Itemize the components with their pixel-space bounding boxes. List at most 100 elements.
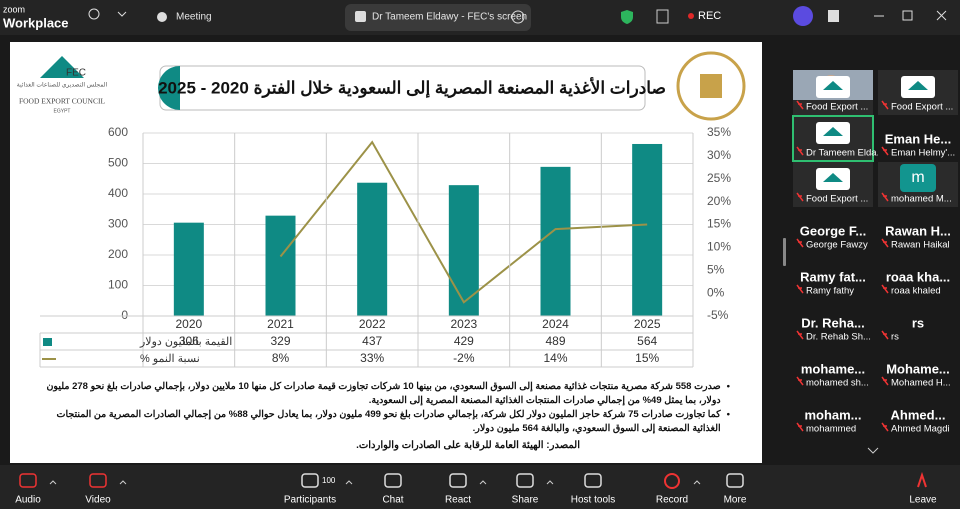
participant-tile[interactable]: [793, 300, 873, 345]
avatar: [900, 164, 936, 192]
table-value: 564: [637, 334, 657, 348]
chart-title: صادرات الأغذية المصنعة المصرية إلى السعو…: [158, 76, 666, 98]
bar: [448, 185, 479, 316]
tab-close[interactable]: [511, 10, 525, 24]
close[interactable]: [936, 10, 947, 21]
participant-name: Rawan H...: [885, 223, 951, 238]
participant-tile[interactable]: [793, 392, 873, 437]
participant-label: mohamed M...: [891, 194, 952, 205]
toolbar-caret[interactable]: [693, 480, 701, 485]
muted-mic: [796, 146, 804, 156]
muted-mic: [881, 284, 889, 294]
info-icon[interactable]: [88, 8, 100, 20]
y2-tick-label: 25%: [707, 171, 731, 185]
screen-tab[interactable]: [345, 4, 531, 31]
participant-tile[interactable]: [793, 254, 873, 299]
scrollbar[interactable]: [783, 238, 786, 266]
participant-tile[interactable]: [878, 208, 958, 253]
y2-tick-label: -5%: [707, 308, 729, 322]
muted-mic: [796, 284, 804, 294]
muted-mic: [796, 422, 804, 432]
legend-label: نسبة النمو %: [140, 353, 200, 365]
y-tick-label: 600: [108, 125, 128, 139]
table-value: 489: [545, 334, 565, 348]
participant-label: Food Export ...: [806, 194, 868, 205]
tab[interactable]: Dr Tameem Eldawy - FEC's screen: [372, 12, 527, 23]
layout-icon[interactable]: [828, 10, 839, 22]
x-tick-label: 2024: [542, 317, 569, 331]
y2-tick-label: 5%: [707, 262, 725, 276]
title-accent: [158, 66, 180, 110]
bar: [540, 166, 571, 316]
notes-icon[interactable]: [656, 9, 669, 24]
participant-name: George F...: [800, 223, 866, 238]
toolbar-label[interactable]: More: [724, 495, 747, 506]
participant-label: mohammed: [806, 424, 856, 435]
rec-label: REC: [698, 10, 721, 22]
toolbar-caret[interactable]: [49, 480, 57, 485]
toolbar-label[interactable]: Host tools: [571, 495, 615, 506]
toolbar-caret[interactable]: [119, 480, 127, 485]
maximize[interactable]: [902, 10, 913, 21]
participant-name: mohame...: [801, 361, 865, 376]
tab-icon: [355, 11, 366, 22]
y-tick-label: 100: [108, 278, 128, 292]
toolbar-caret[interactable]: [546, 480, 554, 485]
participant-label: Eman Helmy'...: [891, 148, 955, 159]
muted-mic: [796, 238, 804, 248]
leave-icon: [917, 471, 927, 488]
muted-mic: [796, 330, 804, 340]
participant-tile[interactable]: [878, 392, 958, 437]
logo-left: FEC المجلس التصديري للصناعات الغذائية FO…: [17, 56, 108, 114]
tab[interactable]: Meeting: [176, 12, 212, 23]
toolbar-label[interactable]: Share: [512, 495, 539, 506]
y2-tick-label: 20%: [707, 194, 731, 208]
toolbar-label[interactable]: Participants: [284, 495, 336, 506]
avatar-letter: m: [911, 169, 924, 186]
participant-tile[interactable]: [878, 254, 958, 299]
toolbar-label[interactable]: React: [445, 495, 471, 506]
meeting-icon: [157, 12, 167, 22]
participant-tile[interactable]: [878, 116, 958, 161]
chevron[interactable]: [117, 11, 127, 17]
y-tick-label: 500: [108, 156, 128, 170]
y-tick-label: 400: [108, 186, 128, 200]
y2-tick-label: 30%: [707, 148, 731, 162]
toolbar: [0, 465, 960, 509]
bar: [265, 215, 296, 316]
participant-label: Food Export ...: [806, 102, 868, 113]
line: [279, 140, 648, 304]
toolbar-caret[interactable]: [345, 480, 353, 485]
y2-tick-label: 35%: [707, 125, 731, 139]
table-value: 437: [362, 334, 382, 348]
scroll-down[interactable]: [867, 447, 879, 454]
toolbar-caret[interactable]: [479, 480, 487, 485]
participant-label: Mohamed H...: [891, 378, 951, 389]
brand-top: zoom: [3, 4, 25, 14]
participant-tile[interactable]: [878, 300, 958, 345]
x-tick-label: 2020: [175, 317, 202, 331]
muted-mic: [881, 146, 889, 156]
logo-mark: [908, 81, 928, 90]
toolbar-label[interactable]: Record: [656, 495, 688, 506]
table-value: -2%: [453, 351, 475, 365]
participant-tile[interactable]: [793, 346, 873, 391]
leave-label[interactable]: Leave: [909, 495, 937, 506]
participant-tile[interactable]: [878, 346, 958, 391]
muted-mic: [881, 422, 889, 432]
participant-label: Ramy fathy: [806, 286, 854, 297]
participant-label: roaa khaled: [891, 286, 941, 297]
participant-name: moham...: [804, 407, 861, 422]
participant-tile[interactable]: [793, 208, 873, 253]
toolbar-label[interactable]: Chat: [382, 495, 403, 506]
participant-label: mohamed sh...: [806, 378, 869, 389]
muted-mic: [881, 192, 889, 202]
toolbar-label[interactable]: Audio: [15, 495, 41, 506]
toolbar-label[interactable]: Video: [85, 495, 111, 506]
shield-icon: [621, 10, 633, 24]
ai-icon[interactable]: [793, 6, 813, 26]
participant-name: rs: [912, 315, 924, 330]
logo-mark: FEC: [66, 68, 86, 79]
